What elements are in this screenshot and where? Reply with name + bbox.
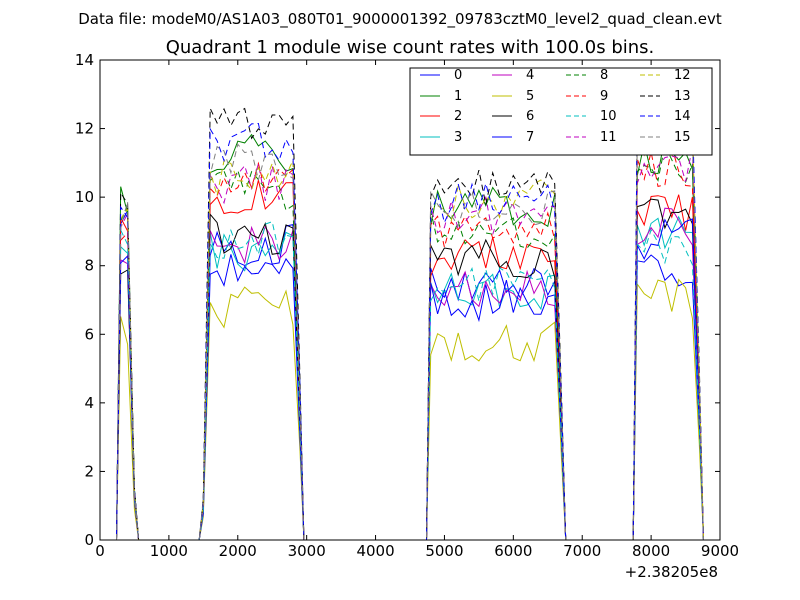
legend-label-7: 7 (526, 130, 534, 145)
series-line-6 (116, 198, 704, 541)
axis-ticks (99, 59, 721, 541)
legend-label-2: 2 (454, 109, 462, 124)
x-tick-label-7: 7000 (563, 542, 601, 560)
series-line-8 (116, 143, 704, 541)
series-line-7 (116, 218, 704, 541)
y-tick-label-6: 12 (75, 120, 94, 138)
x-tick-label-4: 4000 (356, 542, 394, 560)
x-tick-label-8: 8000 (632, 542, 670, 560)
legend-label-3: 3 (454, 130, 462, 145)
series-line-9 (116, 146, 704, 541)
legend-frame (409, 67, 713, 156)
y-tick-label-3: 6 (84, 325, 94, 343)
x-tick-label-5: 5000 (425, 542, 463, 560)
x-tick-label-3: 3000 (288, 542, 326, 560)
legend-label-0: 0 (454, 68, 462, 83)
series-line-10 (116, 221, 704, 541)
x-tick-label-1: 1000 (150, 542, 188, 560)
x-offset-label: +2.38205e8 (625, 563, 718, 581)
legend-label-13: 13 (674, 89, 691, 104)
legend-label-14: 14 (674, 109, 691, 124)
legend-label-12: 12 (674, 68, 691, 83)
y-tick-label-5: 10 (75, 188, 94, 206)
series-line-4 (116, 207, 704, 541)
legend-label-6: 6 (526, 109, 534, 124)
plot-frame (99, 59, 721, 541)
series-line-12 (116, 117, 704, 541)
x-tick-label-6: 6000 (494, 542, 532, 560)
legend-label-9: 9 (600, 89, 608, 104)
series-line-2 (116, 180, 704, 541)
legend-label-10: 10 (600, 109, 617, 124)
legend-label-8: 8 (600, 68, 608, 83)
legend-label-11: 11 (600, 130, 617, 145)
series-line-5 (116, 278, 704, 541)
y-tick-label-0: 0 (84, 531, 94, 549)
chart-title: Quadrant 1 module wise count rates with … (166, 37, 655, 58)
legend-label-5: 5 (526, 89, 534, 104)
legend-label-1: 1 (454, 89, 462, 104)
legend-label-15: 15 (674, 130, 691, 145)
y-tick-label-1: 2 (84, 462, 94, 480)
series-line-0 (116, 208, 704, 541)
y-tick-label-4: 8 (84, 257, 94, 275)
figure-suptitle: Data file: modeM0/AS1A03_080T01_90000013… (78, 10, 722, 29)
y-tick-label-2: 4 (84, 394, 94, 412)
x-tick-label-2: 2000 (219, 542, 257, 560)
x-tick-label-0: 0 (95, 542, 105, 560)
series-line-11 (116, 146, 704, 541)
y-tick-label-7: 14 (75, 51, 94, 69)
axis-tick-labels: 0 1000 2000 3000 4000 5000 6000 7000 8000 9000 0 2 4… (75, 51, 739, 560)
legend-label-4: 4 (526, 68, 534, 83)
series-line-3 (116, 215, 704, 541)
x-tick-label-9: 9000 (701, 542, 739, 560)
plot-lines (116, 91, 704, 541)
